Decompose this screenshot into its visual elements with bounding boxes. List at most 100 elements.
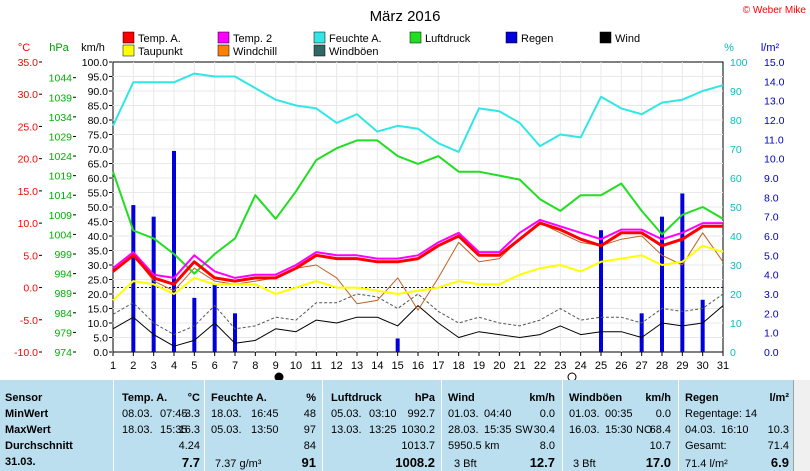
rain-bar bbox=[233, 313, 237, 352]
moon-marker-new bbox=[567, 372, 577, 380]
x-tick: 5 bbox=[191, 360, 197, 372]
windchill-line bbox=[112, 222, 724, 311]
temp-column: Temp. A. °C 08.03. 07:45 -3.3 18.03. 15:… bbox=[114, 380, 204, 471]
x-tick: 1 bbox=[110, 360, 116, 372]
rain-tick: 13.0 bbox=[764, 96, 785, 108]
wind-tick: 40.0 bbox=[88, 231, 109, 243]
pressure-tick: 1039 bbox=[49, 92, 73, 104]
rain-tick: 4.0 bbox=[764, 270, 779, 282]
x-tick: 3 bbox=[151, 360, 157, 372]
legend-swatch bbox=[122, 31, 135, 44]
x-tick: 28 bbox=[656, 360, 668, 372]
rain-tick: 11.0 bbox=[764, 134, 784, 146]
rain-bar bbox=[212, 284, 217, 352]
pressure-axis-unit: hPa bbox=[49, 42, 69, 54]
x-tick: 19 bbox=[473, 360, 485, 372]
rain-tick: 9.0 bbox=[764, 173, 779, 185]
rain-current-text: 71.4 l/m² bbox=[685, 458, 728, 470]
pressure-tick: 989 bbox=[54, 288, 72, 300]
wind-tick: 90.0 bbox=[88, 86, 109, 98]
wind-avg-value: 8.0 bbox=[539, 440, 555, 452]
temp-min-date: 08.03. bbox=[122, 408, 153, 420]
rain-current-value: 6.9 bbox=[770, 455, 789, 470]
wind-tick: 50.0 bbox=[88, 202, 109, 214]
rain-unit: l/m² bbox=[769, 392, 789, 404]
date-label: 31.03. bbox=[5, 456, 36, 468]
legend-label: Luftdruck bbox=[425, 33, 471, 45]
wind-max-value: 30.4 bbox=[533, 424, 555, 436]
x-tick: 26 bbox=[615, 360, 627, 372]
humidity-axis-unit: % bbox=[724, 42, 734, 54]
legend-swatch bbox=[505, 31, 518, 44]
x-tick: 6 bbox=[212, 360, 218, 372]
humidity-tick: 60 bbox=[730, 173, 742, 185]
legend-label: Wind bbox=[615, 33, 640, 45]
x-tick: 9 bbox=[273, 360, 279, 372]
rain-total-label: Gesamt: bbox=[685, 440, 727, 452]
humidity-tick: 40 bbox=[730, 231, 742, 243]
pressure-tick: 1014 bbox=[49, 190, 73, 202]
x-tick: 7 bbox=[232, 360, 238, 372]
press-min-value: 992.7 bbox=[407, 408, 435, 420]
rain-bar bbox=[395, 338, 400, 352]
temp-tick: 5.0 bbox=[23, 250, 38, 262]
x-tick: 11 bbox=[311, 360, 322, 372]
gust-max-value: 68.4 bbox=[649, 424, 671, 436]
temp-min-value: -3.3 bbox=[181, 408, 200, 420]
wind-min-time: 04:40 bbox=[484, 408, 512, 420]
rain-tick: 5.0 bbox=[764, 250, 779, 262]
temp-current-value: 7.7 bbox=[181, 455, 200, 470]
press-min-date: 05.03. bbox=[331, 408, 362, 420]
temp2-line bbox=[112, 218, 723, 279]
wind-tick: 55.0 bbox=[88, 188, 109, 200]
x-tick: 30 bbox=[697, 360, 709, 372]
pressure-tick: 1024 bbox=[49, 151, 73, 163]
humidity-tick: 0 bbox=[730, 347, 736, 359]
rain-tick: 6.0 bbox=[764, 231, 779, 243]
rain-bar bbox=[660, 216, 664, 352]
gust-min-time: 00:35 bbox=[605, 408, 633, 420]
chart-axes: 35.030.025.020.015.010.05.00.0-5.0-10.01… bbox=[14, 57, 785, 372]
wind-tick: 30.0 bbox=[88, 260, 109, 272]
wind-header: Wind bbox=[448, 392, 475, 404]
rain-tick: 1.0 bbox=[764, 328, 779, 340]
wind-tick: 100.0 bbox=[82, 57, 108, 69]
temp-avg-value: 4.24 bbox=[178, 440, 200, 452]
moon-marker-full bbox=[274, 372, 284, 380]
legend-swatch bbox=[122, 44, 135, 57]
pressure-tick: 1004 bbox=[49, 229, 73, 241]
wind-bft: 3 Bft bbox=[454, 458, 477, 470]
pressure-tick: 999 bbox=[54, 249, 72, 261]
temp-tick: -5.0 bbox=[20, 315, 38, 327]
legend-swatch bbox=[599, 31, 612, 44]
rain-bar bbox=[599, 230, 603, 352]
hum-header: Feuchte A. bbox=[211, 392, 267, 404]
hum-max-value: 97 bbox=[303, 424, 316, 436]
avg-label: Durchschnitt bbox=[5, 440, 73, 452]
wind-tick: 65.0 bbox=[88, 159, 109, 171]
x-tick: 4 bbox=[171, 360, 177, 372]
x-tick: 20 bbox=[493, 360, 505, 372]
temp-max-date: 18.03. bbox=[122, 424, 153, 436]
wind-tick: 80.0 bbox=[88, 115, 109, 127]
rain-max-time: 16:10 bbox=[721, 424, 749, 436]
legend-label: Regen bbox=[521, 33, 553, 45]
pressure-tick: 974 bbox=[54, 347, 72, 359]
taupunkt-line bbox=[112, 244, 724, 302]
wind-tick: 25.0 bbox=[88, 275, 109, 287]
rain-tick: 10.0 bbox=[764, 154, 785, 166]
temp-unit: °C bbox=[187, 392, 200, 404]
temp-tick: 35.0 bbox=[18, 57, 39, 69]
hum-avg-value: 84 bbox=[303, 440, 316, 452]
gust-max-time: 15:30 bbox=[605, 424, 633, 436]
hum-unit: % bbox=[306, 392, 316, 404]
scrollbar[interactable] bbox=[793, 380, 810, 471]
gust-unit: km/h bbox=[645, 392, 671, 404]
humidity-tick: 100 bbox=[730, 57, 748, 69]
rain-tick: 14.0 bbox=[764, 76, 785, 88]
x-tick: 13 bbox=[351, 360, 363, 372]
press-max-date: 13.03. bbox=[331, 424, 362, 436]
rain-bar bbox=[192, 297, 197, 352]
wind-tick: 85.0 bbox=[88, 101, 109, 113]
wind-tick: 95.0 bbox=[88, 72, 109, 84]
